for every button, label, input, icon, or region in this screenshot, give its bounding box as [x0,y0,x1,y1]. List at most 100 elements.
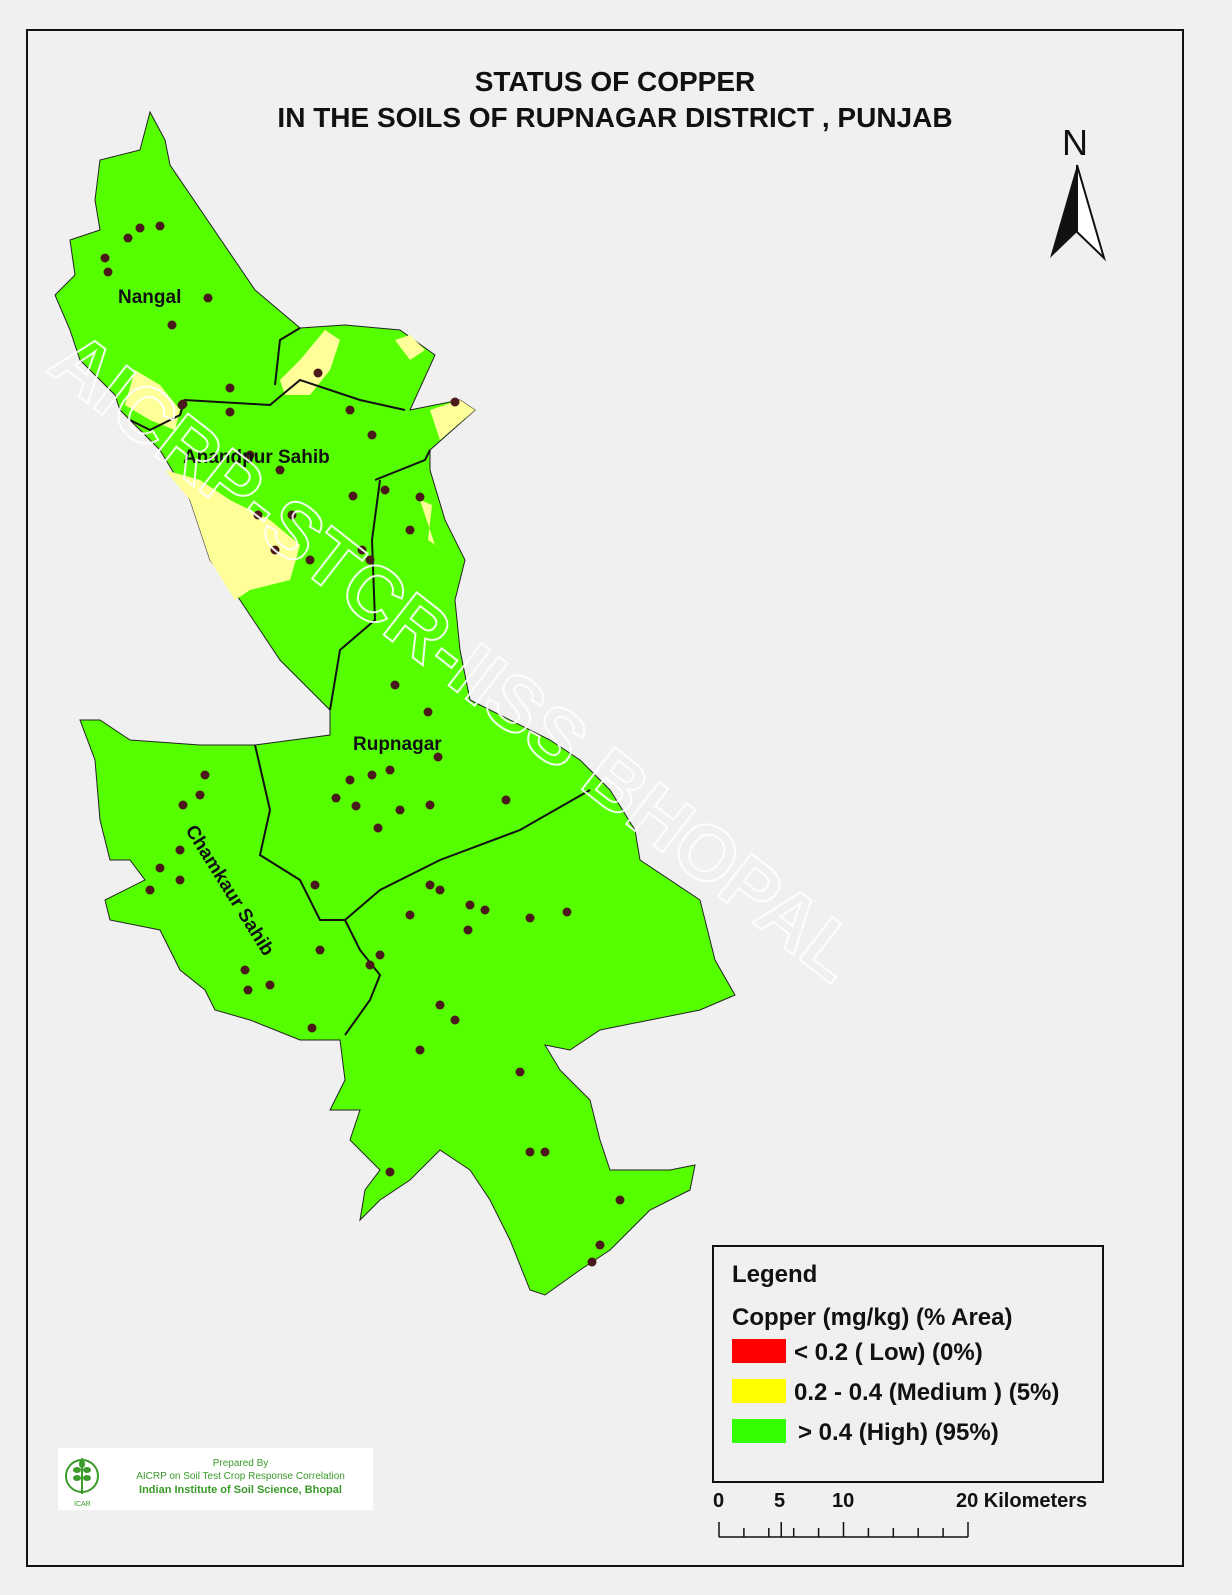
medium-zones [125,330,475,600]
sample-point [123,233,133,243]
sample-point [175,845,185,855]
scale-label-20: 20 Kilometers [956,1490,1088,1512]
sample-point [425,880,435,890]
sample-point [357,545,367,555]
sample-point [405,525,415,535]
legend-subtitle: Copper (mg/kg) (% Area) [732,1304,1013,1331]
sample-point [348,491,358,501]
sample-point [287,510,297,520]
sample-point [405,910,415,920]
sample-point [103,267,113,277]
scale-bar [718,1522,969,1538]
legend-item-low: < 0.2 ( Low) (0%) [794,1339,983,1366]
sample-point [305,555,315,565]
sample-point [587,1257,597,1267]
region-label-nangal: Nangal [118,287,181,308]
sample-point [385,765,395,775]
sample-point [415,1045,425,1055]
sample-point [243,985,253,995]
sample-point [380,485,390,495]
credit-box: ICAR Prepared By AICRP on Soil Test Crop… [58,1448,373,1510]
icar-logo-icon: ICAR [65,1458,99,1508]
sample-point [525,913,535,923]
sample-point [501,795,511,805]
sample-point [177,400,187,410]
credit-line1: AICRP on Soil Test Crop Response Correla… [136,1471,345,1482]
sample-points [100,221,625,1267]
sample-point [145,885,155,895]
map-frame [26,29,1184,1567]
sample-point [540,1147,550,1157]
sample-point [395,805,405,815]
sample-point [225,383,235,393]
sample-point [175,875,185,885]
sample-point [515,1067,525,1077]
legend-item-high: > 0.4 (High) (95%) [798,1419,999,1446]
scale-label-0: 0 [713,1490,725,1512]
sample-point [313,368,323,378]
logo-text: ICAR [74,1501,91,1508]
sample-point [203,293,213,303]
legend: Legend Copper (mg/kg) (% Area) < 0.2 ( L… [712,1245,1104,1483]
sample-point [433,752,443,762]
sample-point [480,905,490,915]
sample-point [425,800,435,810]
scale-label-10: 10 [832,1490,855,1512]
sample-point [345,775,355,785]
sample-point [253,510,263,520]
sample-point [435,885,445,895]
sample-point [365,960,375,970]
sample-point [155,221,165,231]
sample-point [367,770,377,780]
legend-swatch-medium [732,1379,786,1403]
sample-point [615,1195,625,1205]
legend-title: Legend [732,1261,818,1288]
map-title-line1: STATUS OF COPPER [474,66,756,97]
sample-point [315,945,325,955]
district-area-high [54,110,736,1296]
sample-point [450,1015,460,1025]
sample-point [345,405,355,415]
sample-point [373,823,383,833]
sample-point [351,801,361,811]
sample-point [525,1147,535,1157]
sample-point [310,880,320,890]
sample-point [195,790,205,800]
north-label: N [1062,122,1088,163]
sample-point [465,900,475,910]
sample-point [167,320,177,330]
sample-point [375,950,385,960]
sample-point [307,1023,317,1033]
sample-point [200,770,210,780]
sample-point [423,707,433,717]
sample-point [265,980,275,990]
map-title-line2: IN THE SOILS OF RUPNAGAR DISTRICT , PUNJ… [277,102,953,133]
credit-line2: Indian Institute of Soil Science, Bhopal [139,1484,342,1496]
sample-point [385,1167,395,1177]
sample-point [415,492,425,502]
sample-point [178,800,188,810]
sample-point [270,545,280,555]
region-label-rupnagar: Rupnagar [353,734,442,755]
sample-point [562,907,572,917]
sample-point [275,465,285,475]
sample-point [463,925,473,935]
legend-item-medium: 0.2 - 0.4 (Medium ) (5%) [794,1379,1060,1406]
scale-label-5: 5 [774,1490,786,1512]
credit-prepared-by: Prepared By [212,1458,269,1469]
legend-swatch-high [732,1419,786,1443]
sample-point [225,407,235,417]
region-label-anandpur-sahib: Anandpur Sahib [183,447,330,468]
sample-point [365,555,375,565]
sample-point [390,680,400,690]
sample-point [100,253,110,263]
sample-point [595,1240,605,1250]
north-arrow-icon: N [1050,122,1107,262]
sample-point [155,863,165,873]
sample-point [435,1000,445,1010]
sample-point [240,965,250,975]
legend-swatch-low [732,1339,786,1363]
sample-point [245,450,255,460]
sample-point [450,397,460,407]
